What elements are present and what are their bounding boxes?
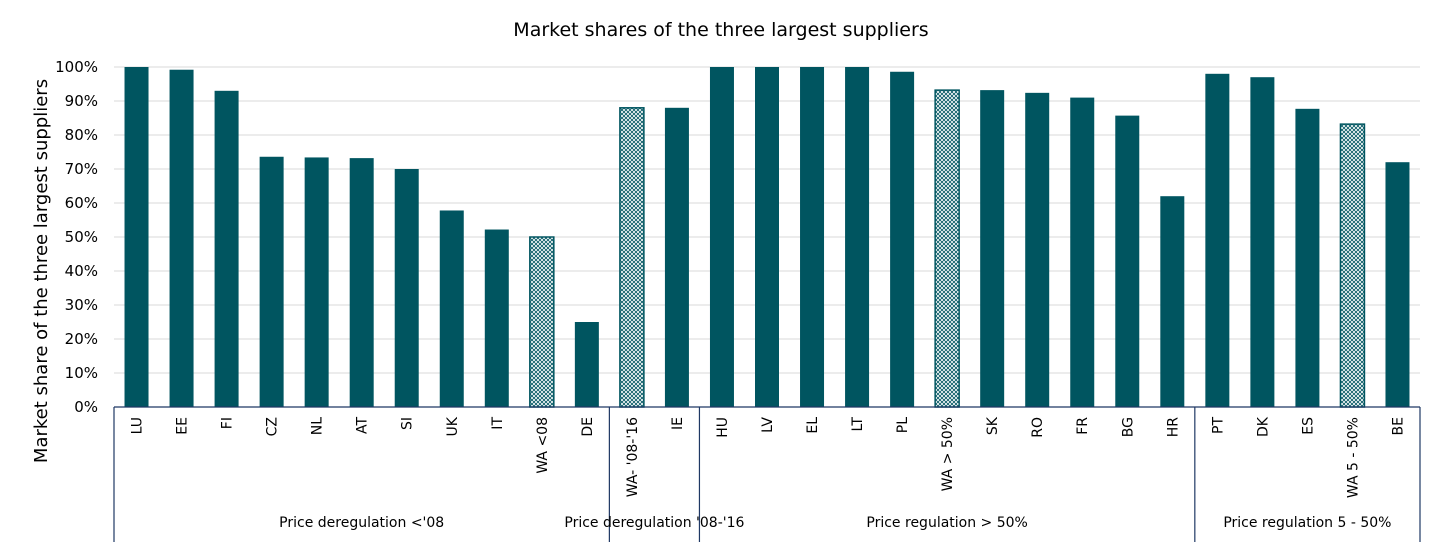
category-label: PT: [1210, 417, 1226, 434]
category-label: SI: [400, 417, 416, 430]
bar: [574, 322, 599, 407]
category-label: AT: [355, 417, 371, 434]
chart-title: Market shares of the three largest suppl…: [513, 19, 928, 41]
category-label: WA <08: [535, 417, 551, 474]
group-labels: Price deregulation <'08 Price deregulatio…: [279, 515, 1391, 531]
bar: [1160, 196, 1185, 407]
bar: [980, 90, 1005, 408]
category-label: BG: [1120, 417, 1136, 437]
bars: [124, 67, 1410, 408]
y-tick-label: 50%: [65, 228, 98, 246]
bar: [1025, 92, 1050, 407]
category-label: LT: [850, 417, 866, 432]
bar: [845, 67, 870, 407]
bar: [439, 210, 464, 407]
category-label: WA 5 - 50%: [1345, 417, 1361, 498]
bar: [259, 156, 284, 407]
y-tick-label: 30%: [65, 296, 98, 314]
bar: [755, 67, 779, 407]
group-label: Price deregulation <'08: [279, 515, 444, 531]
category-label: NL: [310, 417, 326, 435]
bar: [214, 90, 239, 408]
y-tick-label: 40%: [65, 262, 98, 280]
group-label: Price regulation > 50%: [866, 515, 1027, 531]
y-axis-ticks: 0% 10% 20% 30% 40% 50% 60% 70% 80% 90% 100%: [55, 58, 98, 416]
weighted-average-bar: [619, 107, 645, 408]
category-label: IT: [490, 417, 506, 430]
bar: [349, 158, 374, 407]
category-label: IE: [670, 417, 686, 430]
category-label: LV: [760, 417, 776, 433]
bar: [800, 67, 825, 407]
bar: [169, 69, 194, 407]
category-axis: [113, 406, 1421, 542]
category-label: UK: [445, 416, 461, 436]
y-tick-label: 90%: [65, 92, 98, 110]
category-label: HU: [715, 417, 731, 438]
category-label: LU: [130, 417, 146, 434]
bar: [1295, 108, 1320, 407]
bar: [124, 67, 149, 407]
y-tick-label: 100%: [55, 58, 98, 76]
category-label: EL: [805, 417, 821, 434]
y-tick-label: 10%: [65, 364, 98, 382]
bar: [484, 229, 509, 407]
category-label: WA > 50%: [940, 417, 956, 491]
category-label: DE: [580, 417, 596, 437]
category-label: EE: [175, 417, 191, 435]
category-label: CZ: [265, 417, 281, 436]
bar: [1115, 115, 1140, 408]
category-label: HR: [1165, 417, 1181, 438]
y-tick-label: 80%: [65, 126, 98, 144]
category-label: FR: [1075, 417, 1091, 435]
y-tick-label: 0%: [74, 398, 98, 416]
y-tick-label: 70%: [65, 160, 98, 178]
category-label: WA- '08-'16: [625, 417, 641, 497]
bar: [394, 169, 419, 407]
weighted-average-bar: [1339, 123, 1366, 408]
bar: [304, 157, 329, 407]
y-tick-label: 60%: [65, 194, 98, 212]
category-label: RO: [1030, 417, 1046, 438]
bar: [890, 71, 915, 407]
category-label: ES: [1300, 417, 1316, 435]
bar: [1385, 162, 1410, 407]
bar: [709, 67, 734, 407]
weighted-average-bar: [934, 89, 960, 408]
category-labels: LU EE FI CZ NL AT SI UK IT WA <08 DE WA- '08-'16 IE H…: [130, 416, 1407, 498]
y-tick-label: 20%: [65, 330, 98, 348]
category-label: DK: [1255, 416, 1271, 437]
category-label: FI: [220, 417, 236, 429]
category-label: SK: [985, 416, 1001, 435]
bar: [1250, 77, 1275, 407]
bar: [1205, 73, 1230, 408]
bar: [1070, 97, 1095, 407]
group-label: Price deregulation '08-'16: [564, 515, 744, 531]
y-axis-label: Market share of the three largest suppli…: [31, 79, 52, 463]
category-label: PL: [895, 417, 911, 433]
bar: [664, 107, 689, 408]
category-label: BE: [1390, 417, 1406, 435]
group-label: Price regulation 5 - 50%: [1223, 515, 1391, 531]
weighted-average-bar: [529, 236, 555, 408]
